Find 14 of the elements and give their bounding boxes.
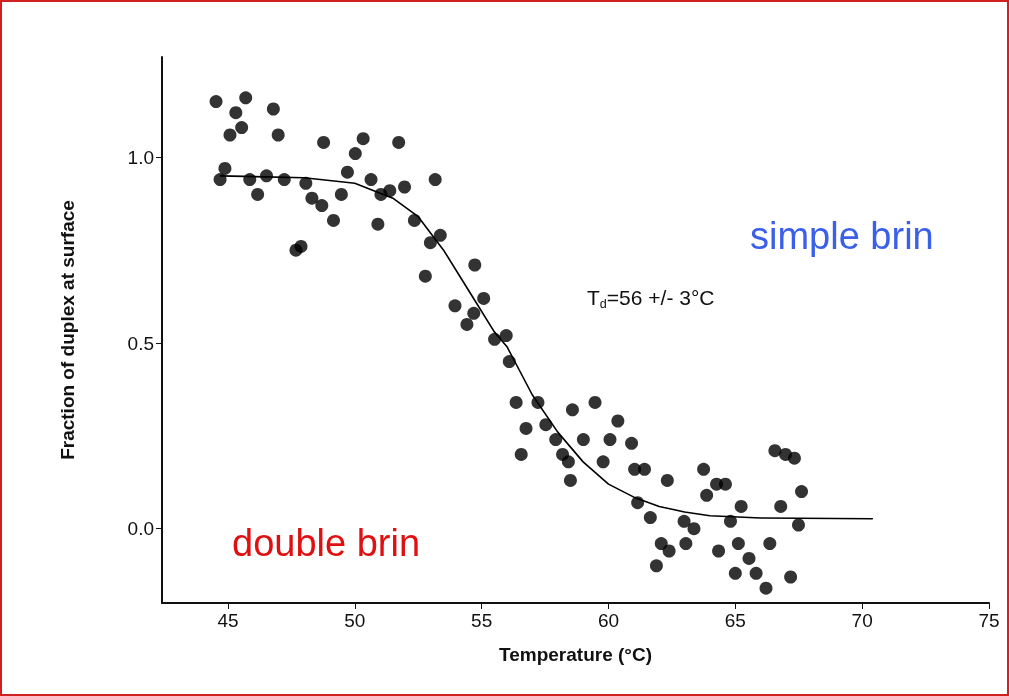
x-tick-label: 60 — [597, 610, 620, 631]
annotation: double brin — [232, 522, 421, 564]
x-tick-label: 75 — [978, 610, 1000, 631]
x-tick-label: 55 — [471, 610, 493, 631]
y-tick-label: 1.0 — [127, 146, 154, 168]
x-tick-label: 45 — [217, 610, 239, 631]
y-tick-label: 0.5 — [127, 332, 154, 354]
x-tick-label: 70 — [851, 610, 873, 631]
x-tick-label: 65 — [724, 610, 746, 631]
y-tick-label: 0.0 — [127, 518, 154, 540]
x-axis-title: Temperature (°C) — [499, 644, 652, 665]
annotation: simple brin — [750, 215, 934, 257]
y-axis-title: Fraction of duplex at surface — [57, 200, 78, 460]
x-tick-label: 50 — [344, 610, 366, 631]
